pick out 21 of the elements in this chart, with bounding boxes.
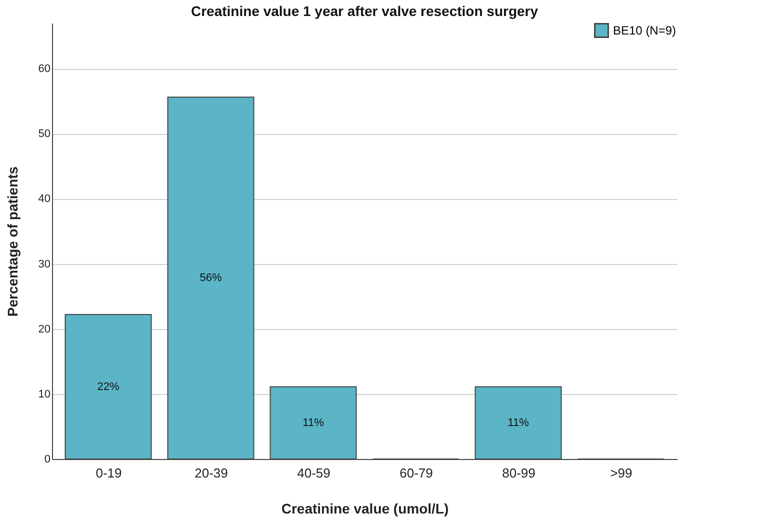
y-axis-title: Percentage of patients xyxy=(4,166,20,317)
x-tick-label: 40-59 xyxy=(297,466,330,480)
y-tick-label: 60 xyxy=(38,63,50,76)
x-tick-label: 80-99 xyxy=(502,466,536,480)
y-tick-label: 50 xyxy=(38,128,50,140)
y-tick-label: 10 xyxy=(38,388,50,400)
x-tick-label: 0-19 xyxy=(96,466,122,480)
data-label: 11% xyxy=(302,416,324,429)
y-tick-label: 0 xyxy=(44,454,50,466)
x-tick-label: 60-79 xyxy=(400,466,433,480)
y-tick-label: 30 xyxy=(38,258,50,270)
x-tick-label: >99 xyxy=(610,466,632,480)
y-tick-label: 40 xyxy=(38,193,50,206)
data-label: 11% xyxy=(508,416,530,429)
chart-title: Creatinine value 1 year after valve resection surgery xyxy=(190,3,538,19)
data-label: 56% xyxy=(200,272,222,284)
legend-label: BE10 (N=9) xyxy=(613,24,676,38)
data-label: 22% xyxy=(97,380,120,393)
y-tick-label: 20 xyxy=(38,323,50,336)
x-axis-title: Creatinine value (umol/L) xyxy=(281,500,449,516)
x-tick-label: 20-39 xyxy=(194,466,228,480)
